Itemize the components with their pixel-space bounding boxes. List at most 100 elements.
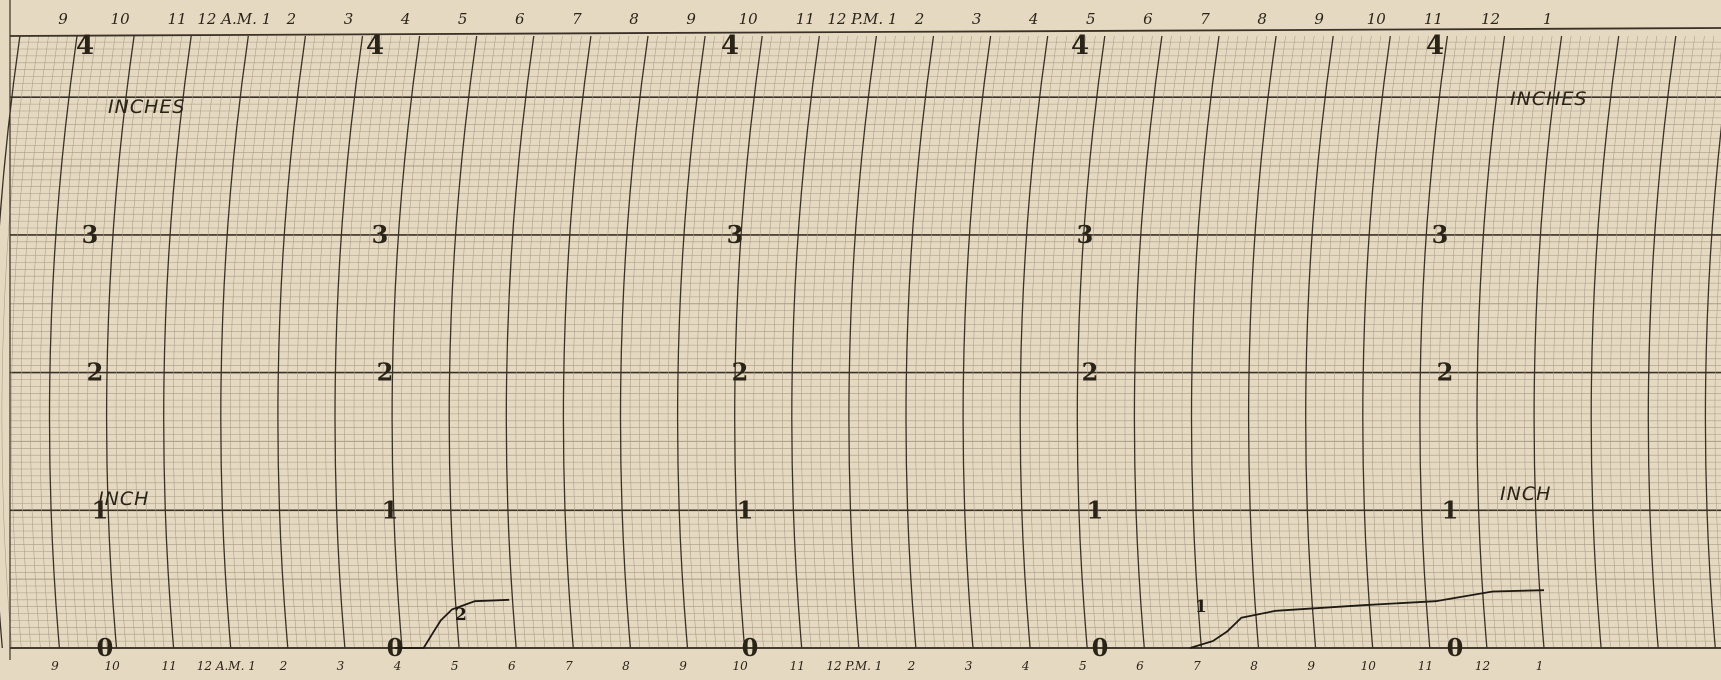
minute-arc xyxy=(696,35,725,649)
unit-labels: INCHES INCHES INCH INCH xyxy=(98,88,1586,510)
minute-arc xyxy=(639,35,668,649)
top-hour-label: 11 xyxy=(1424,10,1443,28)
trace-line xyxy=(1189,589,1545,649)
minute-arc xyxy=(610,35,639,649)
minute-arc xyxy=(820,35,849,649)
hour-arc xyxy=(1476,35,1506,649)
top-hour-label: 9 xyxy=(686,10,696,28)
hour-arc xyxy=(48,35,78,649)
minute-arc xyxy=(972,35,1001,649)
bottom-hour-label: 3 xyxy=(337,659,345,673)
inch-label-right: INCH xyxy=(1500,483,1551,505)
scale-mark: 4 xyxy=(1426,31,1444,61)
scale-mark: 4 xyxy=(76,31,94,61)
scale-mark: 2 xyxy=(377,358,394,387)
minute-arc xyxy=(1162,35,1191,649)
trace-label: 1 xyxy=(1195,597,1207,617)
bottom-hour-label: 5 xyxy=(1079,659,1087,673)
minute-arc xyxy=(182,35,211,649)
minute-arc xyxy=(1438,35,1467,649)
bottom-hour-label: 4 xyxy=(393,659,402,673)
minute-arc xyxy=(382,35,411,649)
minute-arc xyxy=(249,35,278,649)
minute-arc xyxy=(1105,35,1134,649)
minute-arc xyxy=(896,35,925,649)
hour-arc xyxy=(1590,35,1620,649)
minute-arc xyxy=(544,35,573,649)
top-hour-label: 8 xyxy=(629,10,639,28)
scale-mark: 4 xyxy=(1071,31,1089,61)
minute-arc xyxy=(1676,35,1705,649)
top-hour-label: 4 xyxy=(400,10,411,28)
minute-arc xyxy=(68,35,97,649)
hour-arcs xyxy=(0,35,1721,649)
top-hour-label: 3 xyxy=(972,10,982,28)
minute-arc xyxy=(496,35,525,649)
minute-arc xyxy=(1714,234,1721,603)
minute-arc xyxy=(1267,35,1296,649)
minute-arc xyxy=(1638,35,1667,649)
minute-arc xyxy=(553,35,582,649)
bottom-hour-label: 8 xyxy=(622,659,630,673)
minute-arc xyxy=(1324,35,1353,649)
hour-arc xyxy=(105,35,135,649)
minute-arc xyxy=(686,35,715,649)
minute-arc xyxy=(525,35,554,649)
bottom-hour-label: 2 xyxy=(907,659,916,673)
minute-arc xyxy=(153,35,182,649)
minute-arc xyxy=(1257,35,1286,649)
minute-arc xyxy=(429,35,458,649)
chart-borders xyxy=(9,0,1721,660)
hour-arc xyxy=(1647,35,1677,649)
minute-arc xyxy=(258,35,287,649)
scale-mark: 0 xyxy=(742,633,759,662)
minute-arc xyxy=(667,35,696,649)
minute-arc xyxy=(487,35,516,649)
hour-arc xyxy=(0,35,21,649)
minute-arc xyxy=(1029,35,1058,649)
minute-arc xyxy=(1334,35,1363,649)
bottom-hour-label: 10 xyxy=(733,659,749,673)
minute-arc xyxy=(125,35,154,649)
minute-arc xyxy=(1219,35,1248,649)
hour-arc xyxy=(619,35,649,649)
bottom-hour-label: 11 xyxy=(1418,659,1433,673)
minute-arc xyxy=(96,35,125,649)
minute-arc xyxy=(715,35,744,649)
minute-arc xyxy=(648,35,677,649)
minute-arc xyxy=(477,35,506,649)
minute-arc xyxy=(1058,35,1087,649)
minute-arc xyxy=(1295,35,1324,649)
scale-mark: 1 xyxy=(92,495,109,524)
minute-arc xyxy=(1314,35,1343,649)
scale-mark: 3 xyxy=(82,220,99,249)
minute-arc xyxy=(1562,35,1591,649)
scale-mark: 3 xyxy=(1077,220,1094,249)
minute-arc xyxy=(201,35,230,649)
bottom-hour-label: 1 xyxy=(1536,659,1544,673)
minute-arc xyxy=(39,35,68,649)
top-hour-label: 11 xyxy=(168,10,187,28)
scale-mark: 1 xyxy=(1442,495,1459,524)
minute-arc xyxy=(230,35,259,649)
minute-arc xyxy=(1457,35,1486,649)
bottom-hour-label: 12 A.M. 1 xyxy=(197,659,256,673)
minute-arc xyxy=(591,35,620,649)
minute-arc xyxy=(134,35,163,649)
top-hour-label: 10 xyxy=(1367,10,1387,28)
horizontal-gridlines xyxy=(10,41,1721,649)
hour-arc xyxy=(1190,35,1220,649)
minute-arc xyxy=(1372,35,1401,649)
minute-arc xyxy=(724,35,753,649)
minute-arc xyxy=(658,35,687,649)
minute-arc xyxy=(953,35,982,649)
bottom-hour-label: 9 xyxy=(1307,659,1315,673)
minute-arc xyxy=(458,35,487,649)
minute-arc xyxy=(1010,35,1039,649)
minute-arc xyxy=(743,35,772,649)
bottom-hour-label: 8 xyxy=(1250,659,1258,673)
minute-arc xyxy=(1,35,30,649)
minute-arc xyxy=(1048,35,1077,649)
